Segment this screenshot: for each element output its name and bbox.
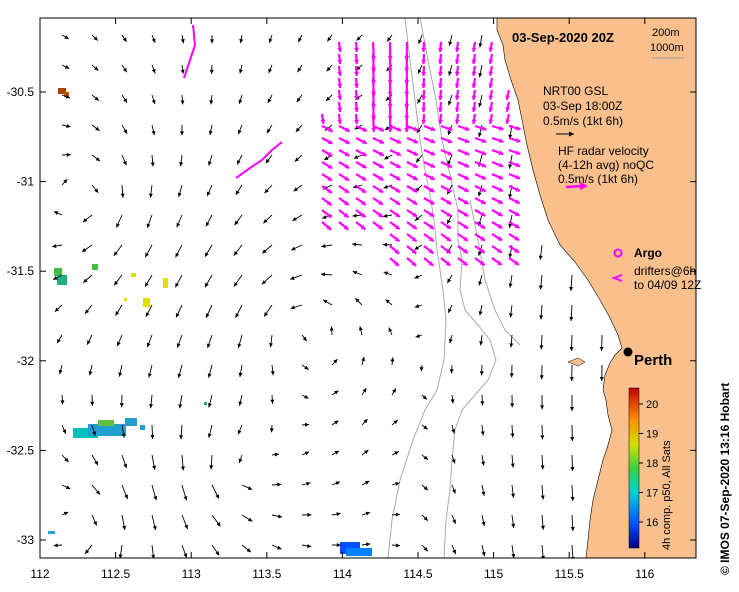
model-current-arrows (52, 34, 604, 558)
y-tick-label: -32 (17, 354, 35, 368)
x-tick-label: 115.5 (555, 567, 584, 581)
argo-label: Argo (634, 246, 662, 260)
hf-legend-line1: HF radar velocity (558, 144, 649, 158)
sst-patches (48, 88, 372, 556)
drifters-legend-line1: drifters@6h (634, 264, 696, 278)
plot-frame (39, 17, 697, 559)
colorbar-ticks: 16 17 18 19 20 (639, 399, 658, 529)
drifter-icon (611, 274, 623, 282)
drifters-legend-line2: to 04/09 12Z (634, 278, 701, 292)
map-title: 03-Sep-2020 20Z (512, 30, 614, 45)
contour-1000m (387, 18, 447, 558)
x-tick-label: 112.5 (101, 567, 130, 581)
y-tick-label: -30.5 (7, 85, 35, 99)
y-tick-label: -31.5 (7, 264, 35, 278)
x-tick-label: 112 (30, 567, 49, 581)
perth-marker-icon (623, 347, 633, 357)
hf-legend-line3: 0.5m/s (1kt 6h) (558, 172, 638, 186)
land-mass (496, 18, 696, 558)
y-axis: -30.5 -31 -31.5 -32 -32.5 -33 (7, 85, 696, 547)
x-tick-label: 113.5 (252, 567, 281, 581)
model-legend-arrow (556, 131, 574, 137)
hf-legend-arrow (565, 182, 588, 190)
model-legend-line3: 0.5m/s (1kt 6h) (543, 114, 623, 128)
hf-legend-line2: (4-12h avg) noQC (558, 158, 654, 172)
colorbar (628, 387, 640, 549)
y-tick-label: -33 (17, 533, 35, 547)
x-tick-label: 115 (484, 567, 503, 581)
city-label: Perth (634, 352, 672, 369)
colorbar-tick-label: 16 (646, 517, 658, 529)
colorbar-tick-label: 17 (646, 488, 658, 500)
model-legend-line1: NRT00 GSL (543, 84, 608, 98)
x-tick-label: 114.5 (403, 567, 432, 581)
drifter-tracks (183, 24, 283, 179)
colorbar-label: 4h comp. p50, All Sats (661, 440, 673, 550)
y-tick-label: -31 (17, 175, 35, 189)
rottnest-island (567, 357, 586, 367)
y-tick-label: -32.5 (7, 443, 35, 457)
credit-text: © IMOS 07-Sep-2020 13:16 Hobart (718, 383, 732, 575)
contour-1000m-label: 1000m (650, 42, 684, 54)
colorbar-tick-label: 19 (646, 429, 658, 441)
x-tick-label: 116 (635, 567, 654, 581)
model-legend-line2: 03-Sep 18:00Z (543, 99, 622, 113)
argo-icon (613, 248, 623, 258)
contour-200m-label: 200m (652, 27, 680, 39)
x-tick-label: 114 (333, 567, 352, 581)
x-axis: 112 112.5 113 113.5 114 114.5 115 115.5 116 (30, 18, 655, 581)
colorbar-tick-label: 18 (646, 458, 658, 470)
colorbar-tick-label: 20 (646, 399, 658, 411)
hf-radar-arrows (320, 41, 521, 267)
x-tick-label: 113 (182, 567, 201, 581)
